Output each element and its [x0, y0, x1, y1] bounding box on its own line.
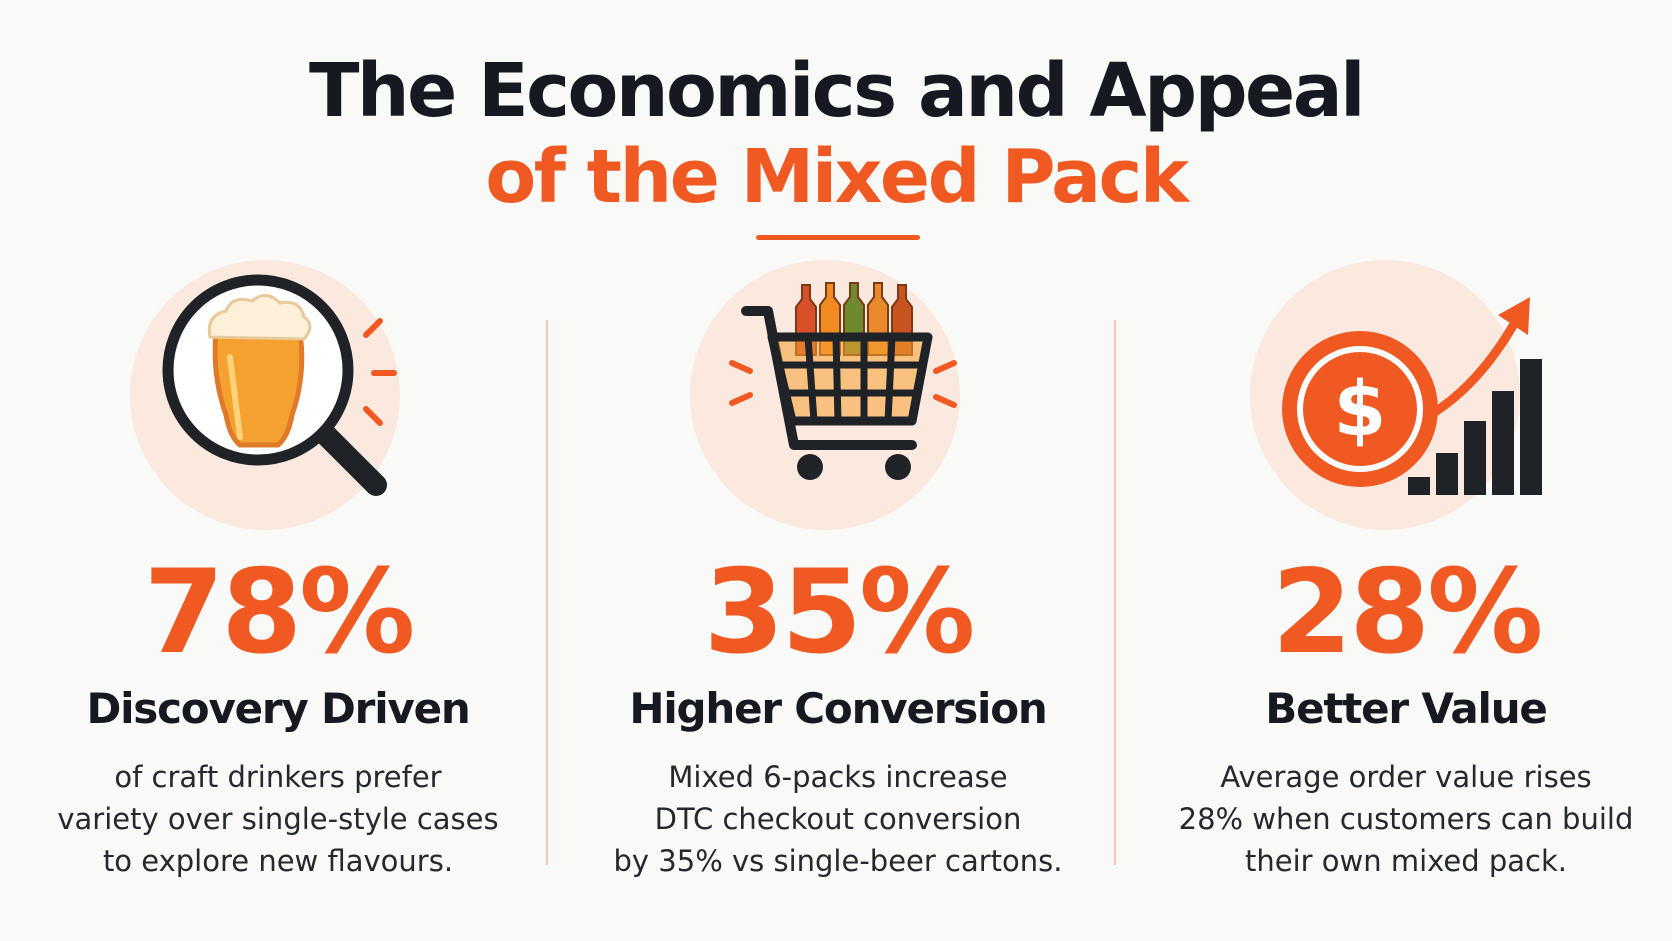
stat-value: 35%: [703, 545, 976, 680]
stat-heading: Better Value: [1265, 684, 1548, 733]
page-title-line-1: The Economics and Appeal: [308, 48, 1366, 134]
stat-description-line: Mixed 6-packs increase: [668, 760, 1008, 794]
stat-description-line: variety over single-style cases: [57, 802, 499, 836]
stat-value: 28%: [1271, 545, 1544, 680]
stat-description-line: to explore new flavours.: [102, 844, 454, 878]
stat-heading: Higher Conversion: [629, 684, 1047, 733]
stat-card-value: $ 28% Better Value Average order value r…: [1146, 0, 1666, 941]
dollar-growth-chart-icon: $: [1282, 297, 1542, 495]
title-underline: [756, 235, 920, 240]
stat-description-line: by 35% vs single-beer cartons.: [613, 844, 1063, 878]
shopping-cart-bottles-icon: [729, 282, 957, 480]
stat-description: of craft drinkers prefer variety over si…: [18, 756, 538, 882]
column-divider-left: [546, 320, 548, 865]
stat-value: 78%: [143, 545, 416, 680]
stat-heading: Discovery Driven: [86, 684, 470, 733]
stat-description-line: Average order value rises: [1220, 760, 1592, 794]
stat-description-line: 28% when customers can build: [1178, 802, 1634, 836]
svg-text:$: $: [1334, 364, 1387, 453]
stat-card-conversion: 35% Higher Conversion Mixed 6-packs incr…: [578, 0, 1098, 941]
stat-description: Average order value rises 28% when custo…: [1146, 756, 1666, 882]
stat-description: Mixed 6-packs increase DTC checkout conv…: [578, 756, 1098, 882]
beer-magnifier-icon: [162, 274, 397, 496]
stat-description-line: of craft drinkers prefer: [114, 760, 442, 794]
stat-description-line: DTC checkout conversion: [654, 802, 1022, 836]
page-title-line-2: of the Mixed Pack: [485, 134, 1189, 220]
stat-card-discovery: 78% Discovery Driven of craft drinkers p…: [18, 0, 538, 941]
column-divider-right: [1114, 320, 1116, 865]
stat-description-line: their own mixed pack.: [1244, 844, 1568, 878]
